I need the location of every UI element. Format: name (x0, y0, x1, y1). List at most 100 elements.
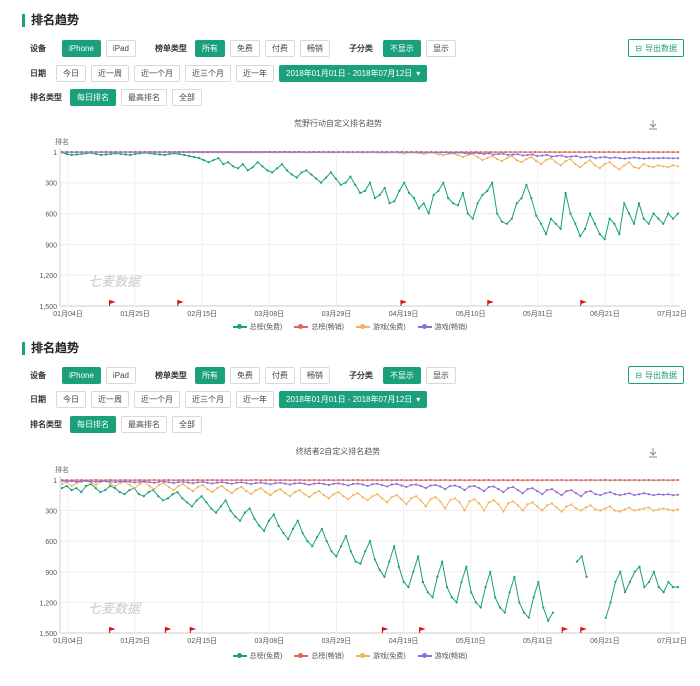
data-point (513, 575, 516, 578)
data-point (618, 233, 621, 236)
data-point (537, 580, 540, 584)
data-point (554, 161, 557, 164)
data-point (356, 478, 359, 482)
date-range-picker[interactable]: 2018年01月01日 - 2018年07月12日 ▾ (279, 64, 428, 82)
data-point (229, 509, 232, 512)
date-3month-button[interactable]: 近三个月 (185, 390, 231, 408)
legend-item[interactable]: 游戏(畅销) (417, 651, 467, 661)
list-type-grossing-button[interactable]: 畅销 (299, 39, 330, 57)
legend-item[interactable]: 游戏(畅销) (417, 322, 467, 332)
event-flag-icon[interactable] (164, 627, 172, 633)
device-ipad-button[interactable]: iPad (105, 39, 136, 57)
data-point (613, 165, 616, 168)
event-flag-icon[interactable] (580, 300, 587, 306)
data-point (593, 150, 596, 154)
data-point (563, 150, 566, 154)
data-point (177, 484, 180, 488)
event-flag-icon[interactable] (177, 300, 184, 306)
legend-item[interactable]: 总榜(免费) (232, 322, 282, 332)
event-flag-icon[interactable] (561, 627, 569, 633)
list-type-all-button[interactable]: 所有 (194, 366, 225, 384)
list-type-grossing-button[interactable]: 畅销 (299, 366, 330, 384)
legend-item[interactable]: 总榜(免费) (232, 651, 282, 661)
export-data-button[interactable]: ⊟ 导出数据 (628, 366, 684, 384)
data-point (407, 586, 410, 589)
data-point (191, 482, 195, 485)
list-type-paid-button[interactable]: 付费 (264, 366, 295, 384)
data-point (287, 538, 290, 541)
date-range-text: 2018年01月01日 - 2018年07月12日 (286, 394, 413, 404)
data-point (473, 498, 476, 501)
data-point (491, 181, 494, 184)
device-label: 设备 (30, 43, 46, 53)
data-point (608, 161, 611, 164)
event-flag-icon[interactable] (381, 627, 389, 633)
data-point (502, 510, 505, 513)
data-point (177, 150, 180, 154)
legend-item[interactable]: 总榜(畅销) (294, 651, 344, 661)
legend-item[interactable]: 游戏(免费) (356, 322, 406, 332)
data-point (628, 492, 631, 495)
device-iphone-button[interactable]: iPhone (62, 39, 101, 57)
data-point (109, 152, 112, 156)
data-point (604, 616, 607, 619)
date-week-button[interactable]: 近一周 (91, 390, 129, 408)
data-point (114, 484, 117, 488)
data-point (339, 183, 342, 186)
legend-label: 游戏(免费) (373, 653, 406, 660)
data-point (211, 482, 214, 485)
device-ipad-button[interactable]: iPad (105, 366, 136, 384)
date-today-button[interactable]: 今日 (56, 64, 86, 82)
download-icon[interactable] (649, 448, 657, 458)
rank-highest-button[interactable]: 最高排名 (121, 88, 167, 106)
data-point (272, 513, 275, 516)
rank-daily-button[interactable]: 每日排名 (70, 415, 116, 433)
event-flag-icon[interactable] (400, 300, 407, 306)
data-point (400, 478, 403, 482)
data-point (555, 506, 558, 509)
sub-hide-button[interactable]: 不显示 (382, 366, 421, 384)
date-year-button[interactable]: 近一年 (236, 64, 274, 82)
date-week-button[interactable]: 近一周 (91, 64, 129, 82)
date-year-button[interactable]: 近一年 (236, 390, 274, 408)
rank-daily-button[interactable]: 每日排名 (70, 88, 116, 106)
date-range-picker[interactable]: 2018年01月01日 - 2018年07月12日 ▾ (279, 390, 428, 408)
data-point (554, 222, 557, 225)
date-month-button[interactable]: 近一个月 (134, 390, 180, 408)
event-flag-icon[interactable] (419, 627, 426, 633)
list-type-all-button[interactable]: 所有 (194, 39, 225, 57)
list-type-free-button[interactable]: 免费 (229, 366, 260, 384)
date-month-button[interactable]: 近一个月 (134, 64, 180, 82)
data-point (128, 489, 131, 492)
data-point (279, 150, 282, 154)
data-point (75, 153, 78, 156)
event-flag-icon[interactable] (487, 300, 494, 306)
rank-highest-button[interactable]: 最高排名 (121, 415, 167, 433)
list-type-label: 榜单类型 (154, 43, 187, 53)
sub-hide-button[interactable]: 不显示 (382, 39, 421, 57)
device-iphone-button[interactable]: iPhone (62, 366, 101, 384)
date-3month-button[interactable]: 近三个月 (185, 64, 231, 82)
list-type-free-button[interactable]: 免费 (229, 39, 260, 57)
sub-show-button[interactable]: 显示 (425, 39, 456, 57)
event-flag-icon[interactable] (189, 627, 197, 633)
rank-all-button[interactable]: 全部 (172, 88, 202, 106)
sub-show-button[interactable]: 显示 (425, 366, 456, 384)
legend-item[interactable]: 游戏(免费) (356, 651, 406, 661)
event-flag-icon[interactable] (580, 627, 587, 633)
download-icon[interactable] (649, 120, 657, 130)
data-point (448, 151, 452, 154)
event-flag-icon[interactable] (109, 300, 116, 306)
rank-all-button[interactable]: 全部 (172, 415, 202, 433)
list-type-paid-button[interactable]: 付费 (264, 39, 295, 57)
data-point (403, 152, 406, 155)
date-today-button[interactable]: 今日 (56, 390, 86, 408)
data-point (429, 484, 432, 487)
data-point (153, 152, 156, 156)
export-data-button[interactable]: ⊟ 导出数据 (628, 39, 684, 57)
data-point (410, 479, 413, 482)
event-flag-icon[interactable] (109, 627, 116, 633)
legend-item[interactable]: 总榜(畅销) (294, 322, 344, 332)
export-label: 导出数据 (645, 43, 677, 53)
data-point (181, 497, 184, 500)
